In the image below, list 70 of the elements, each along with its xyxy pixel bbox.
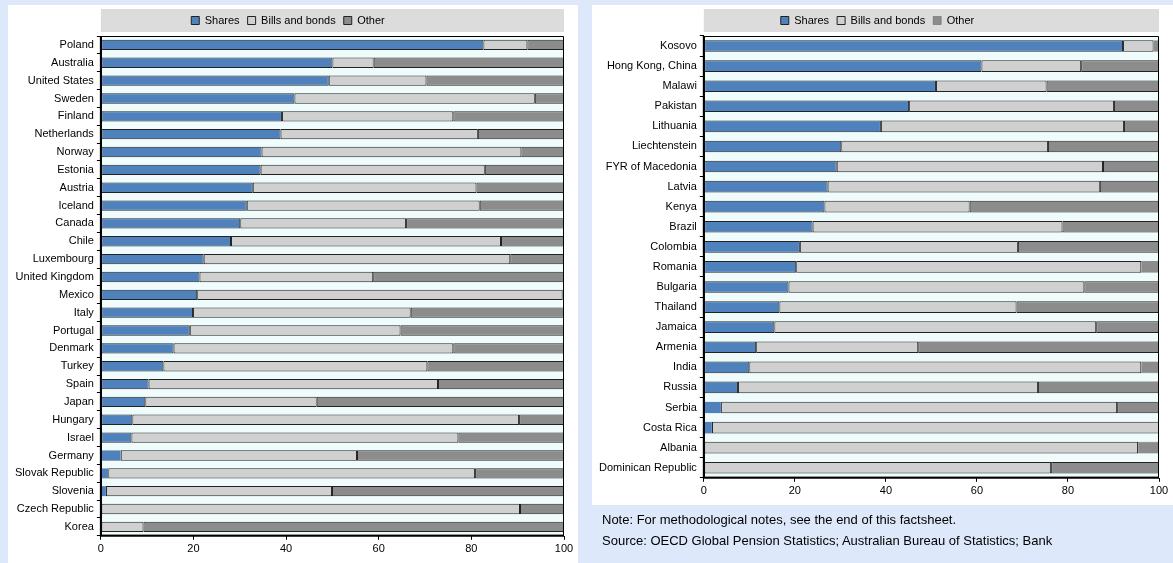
y-tick-label: Lithuania (652, 119, 698, 132)
y-tick-label: Slovak Republic (15, 466, 95, 479)
x-tick-label: 100 (1149, 484, 1169, 497)
y-tick-label: Portugal (52, 323, 94, 336)
y-tick-label: Sweden (54, 91, 94, 104)
y-tick-label: Hungary (52, 412, 95, 425)
y-tick-label: Germany (48, 448, 95, 461)
y-tick-label: Estonia (57, 162, 95, 175)
y-tick-label: Poland (59, 37, 94, 50)
y-tick-label: Kosovo (660, 39, 697, 52)
y-tick-label: Iceland (58, 198, 94, 211)
y-tick-label: Bulgaria (656, 280, 698, 293)
y-tick-label: Russia (663, 380, 698, 393)
y-tick-label: Mexico (59, 287, 94, 300)
x-tick-label: 20 (187, 542, 200, 555)
x-tick-label: 0 (700, 484, 707, 497)
y-tick-label: Colombia (650, 239, 698, 252)
y-tick-label: Korea (64, 519, 95, 532)
y-tick-label: Finland (57, 109, 94, 122)
y-tick-label: Slovenia (51, 484, 95, 497)
y-tick-label: Japan (63, 394, 94, 407)
y-tick-label: Malawi (662, 79, 697, 92)
y-tick-label: Canada (55, 216, 95, 229)
y-tick-label: Denmark (49, 341, 95, 354)
x-tick-label: 60 (372, 542, 385, 555)
y-tick-label: Chile (68, 234, 94, 247)
x-tick-label: 60 (970, 484, 984, 497)
x-tick-label: 0 (97, 542, 104, 555)
y-tick-label: Luxembourg (32, 252, 94, 265)
x-tick-label: 100 (554, 542, 574, 555)
legend-label: Shares (794, 13, 830, 26)
y-tick-label: FYR of Macedonia (605, 159, 698, 172)
legend-label: Shares (204, 13, 241, 26)
y-tick-label: Kenya (665, 199, 698, 212)
x-tick-label: 40 (879, 484, 893, 497)
y-tick-label: United Kingdom (15, 270, 94, 283)
text: Note: For methodological notes, see the end of this factsheet. (602, 512, 958, 527)
y-tick-label: Liechtenstein (632, 139, 697, 152)
y-tick-label: Italy (73, 305, 95, 318)
source-note: Source: OECD Global Pension Statistics; Australian Bureau of Statistics; Bank (602, 533, 1054, 548)
y-tick-label: Turkey (60, 359, 95, 372)
y-tick-label: Romania (652, 259, 698, 272)
y-tick-label: Spain (65, 377, 94, 390)
legend-label: Other (357, 13, 386, 26)
y-tick-label: Pakistan (654, 99, 697, 112)
x-tick-label: 40 (280, 542, 293, 555)
y-tick-label: Czech Republic (16, 502, 95, 515)
y-tick-label: Norway (56, 145, 95, 158)
y-tick-label: Albania (660, 440, 698, 453)
y-tick-label: Latvia (667, 179, 698, 192)
x-tick-label: 20 (788, 484, 801, 497)
y-tick-label: Costa Rica (643, 420, 698, 433)
y-tick-label: Armenia (655, 340, 698, 353)
legend-label: Bills and bonds (261, 13, 337, 26)
y-tick-label: Austria (59, 180, 95, 193)
y-tick-label: India (672, 360, 698, 373)
y-tick-label: Hong Kong, China (606, 59, 698, 72)
y-tick-label: Serbia (665, 400, 698, 413)
y-tick-label: Thailand (654, 300, 697, 313)
y-tick-label: Brazil (669, 219, 697, 232)
legend-label: Bills and bonds (850, 13, 926, 26)
y-tick-label: Israel (66, 430, 94, 443)
x-tick-label: 80 (465, 542, 478, 555)
legend-label: Other (946, 13, 975, 26)
y-tick-label: Jamaica (655, 320, 698, 333)
y-tick-label: Dominican Republic (599, 460, 698, 473)
y-tick-label: Netherlands (34, 127, 95, 140)
x-tick-label: 80 (1061, 484, 1075, 497)
y-tick-label: United States (27, 73, 95, 86)
y-tick-label: Australia (51, 55, 95, 68)
